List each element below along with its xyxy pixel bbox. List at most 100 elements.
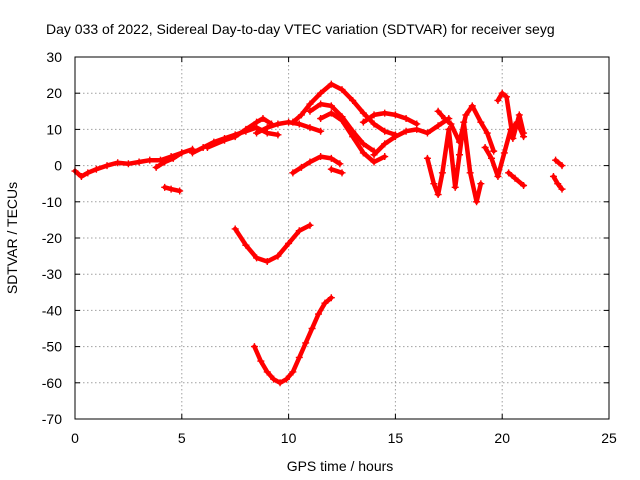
data-point (468, 102, 476, 110)
data-point (402, 115, 410, 123)
series-track-t (549, 172, 566, 193)
data-point (276, 379, 284, 387)
data-point (520, 182, 528, 190)
data-point (306, 124, 314, 132)
data-point (549, 172, 557, 180)
y-tick-label: 10 (46, 121, 62, 137)
data-point (502, 93, 510, 101)
data-point (455, 138, 463, 146)
x-tick-label: 15 (388, 430, 404, 446)
data-point (317, 153, 325, 161)
x-tick-label: 10 (281, 430, 297, 446)
x-tick-labels: 0 5 10 15 20 25 (71, 430, 617, 446)
y-tick-labels: -70 -60 -50 -40 -30 -20 -10 0 10 20 30 (42, 49, 62, 427)
data-point (285, 239, 293, 247)
data-point (253, 118, 261, 126)
data-point (295, 227, 303, 235)
data-point (327, 165, 335, 173)
data-point (338, 116, 346, 124)
data-point (169, 154, 177, 162)
data-point (321, 299, 329, 307)
data-point (520, 129, 528, 137)
data-point (188, 149, 196, 157)
y-tick-label: -20 (42, 230, 62, 246)
x-axis-label: GPS time / hours (287, 458, 394, 474)
data-point (381, 140, 389, 148)
data-point (455, 151, 463, 159)
data-point (441, 115, 449, 123)
series-trace (553, 157, 565, 168)
plot-frame (74, 56, 610, 420)
series-track-h (306, 100, 378, 155)
y-tick-label: 30 (46, 49, 62, 65)
data-point (289, 169, 297, 177)
series-trace (495, 90, 526, 141)
data-point (473, 198, 481, 206)
data-point (306, 221, 314, 229)
data-point (282, 375, 290, 383)
series-trace (371, 116, 452, 157)
series-trace (506, 170, 526, 188)
data-point (413, 125, 421, 133)
data-point (124, 160, 132, 168)
data-point (302, 339, 310, 347)
series-track-b (152, 145, 196, 171)
data-point (114, 159, 122, 167)
data-point (481, 144, 489, 151)
data-point (509, 134, 517, 142)
series-track-c (161, 183, 184, 195)
axis-ticks (74, 56, 610, 420)
data-point (552, 156, 560, 164)
series-track-i (317, 109, 389, 166)
series-track-a (71, 149, 186, 180)
data-point (447, 120, 455, 128)
x-tick-label: 25 (601, 430, 617, 446)
data-point (289, 118, 297, 126)
data-series (71, 80, 566, 387)
series-track-m (327, 165, 346, 177)
data-point (434, 107, 442, 115)
data-point (498, 89, 506, 97)
data-point (494, 96, 502, 104)
data-point (370, 120, 378, 128)
series-track-l (289, 153, 344, 177)
data-point (462, 111, 470, 119)
data-point (263, 368, 271, 376)
x-tick-label: 5 (178, 430, 186, 446)
data-point (391, 133, 399, 141)
data-point (451, 183, 459, 191)
data-point (359, 140, 367, 148)
data-point (327, 102, 335, 110)
data-point (274, 131, 282, 139)
series-track-f (253, 118, 325, 137)
data-point (381, 127, 389, 135)
data-point (349, 133, 357, 141)
data-point (167, 185, 175, 193)
series-trace (232, 223, 313, 264)
data-point (259, 115, 267, 123)
data-point (327, 294, 335, 302)
data-point (306, 158, 314, 166)
data-point (178, 149, 186, 157)
data-point (466, 169, 474, 177)
data-point (231, 225, 239, 233)
data-point (242, 241, 250, 249)
data-point (434, 122, 442, 130)
data-point (488, 154, 496, 162)
data-point (402, 127, 410, 135)
data-point (500, 149, 508, 157)
data-point (423, 154, 431, 162)
data-point (336, 160, 344, 168)
data-point (308, 325, 316, 332)
data-point (146, 156, 154, 164)
data-point (477, 180, 485, 188)
data-point (306, 100, 314, 108)
data-point (494, 172, 502, 180)
data-point (253, 254, 261, 262)
y-tick-label: 0 (54, 158, 62, 174)
data-point (289, 368, 297, 376)
data-point (338, 86, 346, 94)
series-track-s (552, 156, 566, 170)
data-point (295, 353, 303, 361)
data-point (515, 111, 523, 119)
